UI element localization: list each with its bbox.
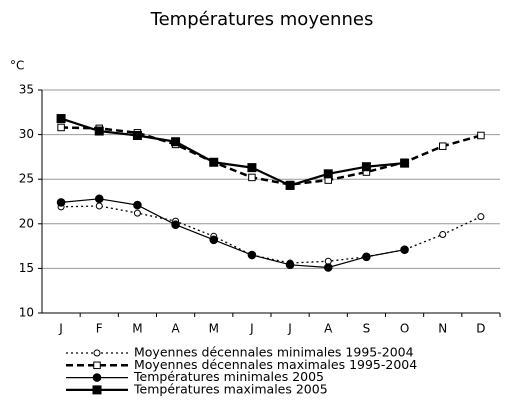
legend-label: Températures maximales 2005 [133, 381, 328, 396]
marker [93, 349, 101, 357]
y-tick-label: 30 [19, 127, 34, 141]
x-tick-label: N [438, 322, 447, 336]
marker [439, 142, 447, 150]
marker [133, 200, 142, 210]
marker [92, 385, 102, 395]
series-line [61, 126, 482, 186]
marker [477, 213, 485, 221]
x-tick-label: A [171, 322, 180, 336]
legend-label: Températures minimales 2005 [133, 369, 324, 384]
x-tick-label: J [58, 322, 63, 336]
marker [362, 252, 371, 262]
y-tick-label: 15 [19, 261, 34, 275]
y-tick-label: 20 [19, 216, 34, 230]
marker [57, 123, 65, 132]
y-axis-label: °C [10, 59, 24, 73]
legend-label: Moyennes décennales minimales 1995-2004 [134, 345, 414, 360]
marker [323, 263, 333, 272]
x-tick-label: M [132, 322, 142, 336]
x-tick-label: F [96, 322, 103, 336]
x-tick-label: O [400, 322, 409, 336]
x-tick-label: A [324, 322, 333, 336]
marker [94, 194, 104, 204]
y-tick-label: 25 [19, 172, 34, 186]
marker [209, 157, 219, 167]
x-tick-label: S [363, 322, 371, 336]
y-tick-label: 10 [19, 306, 34, 320]
marker [56, 114, 66, 124]
series-line [60, 117, 405, 187]
marker [248, 173, 256, 182]
marker [477, 131, 485, 140]
marker [56, 198, 66, 207]
marker [171, 220, 180, 229]
marker [209, 235, 219, 245]
marker [361, 162, 371, 172]
chart-title: Températures moyennes [150, 9, 374, 30]
x-tick-label: J [249, 322, 254, 336]
marker [247, 250, 257, 260]
marker [285, 260, 295, 270]
marker [400, 245, 409, 254]
legend-label: Moyennes décennales maximales 1995-2004 [134, 357, 417, 372]
marker [323, 169, 333, 179]
marker [95, 202, 103, 210]
marker [400, 158, 410, 168]
series-line [61, 205, 482, 264]
marker [171, 137, 181, 147]
marker [285, 180, 295, 190]
y-tick-label: 35 [19, 83, 34, 97]
marker [247, 163, 257, 173]
x-tick-label: J [287, 322, 292, 336]
x-tick-label: M [209, 322, 219, 336]
x-tick-label: D [476, 322, 485, 336]
marker [133, 209, 141, 217]
series-line [61, 198, 405, 269]
marker [94, 126, 104, 136]
marker [132, 130, 142, 140]
marker [93, 361, 101, 370]
marker [439, 231, 447, 239]
marker [92, 373, 102, 382]
